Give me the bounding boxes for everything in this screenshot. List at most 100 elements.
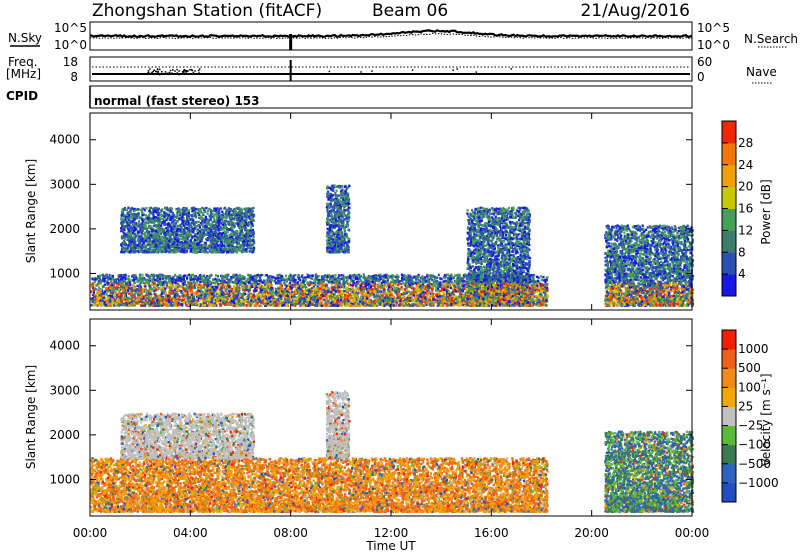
freq-point (199, 68, 201, 70)
echo-cell (450, 287, 452, 289)
freq-point (194, 70, 196, 72)
echo-cell (225, 281, 227, 283)
echo-cell (436, 277, 438, 279)
echo-cell (542, 276, 544, 278)
echo-cell (235, 274, 237, 276)
echo-cell (258, 280, 260, 282)
echo-cell (449, 284, 451, 286)
freq-point (172, 69, 174, 71)
freq-point (148, 70, 150, 72)
freq-point (165, 71, 167, 73)
date-label: 21/Aug/2016 (580, 1, 690, 21)
echo-cell (397, 284, 399, 286)
echo-cell (258, 285, 260, 287)
freq-point (192, 73, 194, 75)
freq-point (198, 72, 200, 74)
freq-point (192, 70, 194, 72)
echo-cell (179, 295, 181, 297)
nsky-tick-bottom: 10^0 (54, 38, 87, 52)
echo-cell (186, 277, 188, 279)
nsearch-tick-bottom: 10^0 (697, 38, 730, 52)
echo-cell (106, 274, 108, 276)
echo-cell (303, 277, 305, 279)
echo-cell (188, 289, 190, 291)
echo-cell (335, 274, 337, 276)
echo-cell (306, 296, 308, 298)
freq-point (329, 71, 331, 73)
echo-cell (288, 275, 290, 277)
echo-cell (538, 289, 540, 291)
freq-point (189, 69, 191, 71)
echo-cell (324, 290, 326, 292)
echo-cell (142, 301, 144, 303)
freq-point (169, 72, 171, 74)
freq-point (178, 74, 180, 76)
power-echoes (90, 184, 694, 307)
freq-point (193, 72, 195, 74)
nsky-tick-top: 10^5 (54, 21, 87, 35)
echo-cell (320, 294, 322, 296)
echo-cell (293, 285, 295, 287)
echo-cell (433, 281, 435, 283)
echo-cell (214, 284, 216, 286)
freq-unit: [MHz] (6, 67, 41, 81)
echo-cell (106, 293, 108, 295)
freq-point (157, 68, 159, 70)
freq-point (159, 69, 161, 71)
echo-cell (232, 274, 234, 276)
echo-cell (416, 292, 418, 294)
freq-tick-bottom: 8 (70, 70, 78, 84)
echo-cell (180, 286, 182, 288)
nave-tick-top: 60 (697, 55, 712, 69)
echo-cell (298, 275, 300, 277)
nsky-label: N.Sky (8, 31, 42, 45)
freq-point (167, 73, 169, 75)
freq-point (182, 71, 184, 73)
freq-point (412, 69, 414, 71)
echo-cell (538, 287, 540, 289)
nsearch-label: N.Search (744, 32, 798, 46)
echo-cell (257, 274, 259, 276)
echo-cell (377, 274, 379, 276)
echo-cell (365, 293, 367, 295)
echo-cell (404, 296, 406, 298)
echo-cell (253, 278, 255, 280)
echo-cell (301, 275, 303, 277)
nsearch-tick-top: 10^5 (697, 21, 730, 35)
echo-cell (228, 297, 230, 299)
echo-cell (364, 305, 366, 307)
echo-cell (178, 298, 180, 300)
echo-cell (380, 274, 382, 276)
cpid-label: CPID (6, 89, 38, 103)
echo-cell (104, 280, 106, 282)
freq-point (170, 73, 172, 75)
echo-cell (537, 295, 539, 297)
echo-cell (109, 283, 111, 285)
freq-point (177, 72, 179, 74)
echo-cell (128, 292, 130, 294)
echo-cell (422, 304, 424, 306)
echo-cell (285, 275, 287, 277)
echo-cell (271, 284, 273, 286)
echo-cell (291, 291, 293, 293)
freq-point (151, 72, 153, 74)
echo-cell (136, 278, 138, 280)
freq-point (198, 70, 200, 72)
freq-point (174, 70, 176, 72)
station-title: Zhongshan Station (fitACF) (92, 1, 322, 21)
freq-point (371, 70, 373, 72)
echo-cell (443, 283, 445, 285)
echo-cell (133, 279, 135, 281)
cpid-strip: CPID normal (fast stereo) 153 (6, 86, 692, 108)
echo-cell (178, 274, 180, 276)
echo-cell (179, 277, 181, 279)
echo-cell (299, 305, 301, 307)
echo-cell (367, 292, 369, 294)
echo-cell (215, 274, 217, 276)
nsky-strip: N.Sky 10^5 10^0 N.Search 10^5 10^0 (8, 21, 798, 52)
freq-point (149, 68, 151, 70)
freq-point (184, 69, 186, 71)
echo-cell (317, 285, 319, 287)
freq-point (184, 73, 186, 75)
